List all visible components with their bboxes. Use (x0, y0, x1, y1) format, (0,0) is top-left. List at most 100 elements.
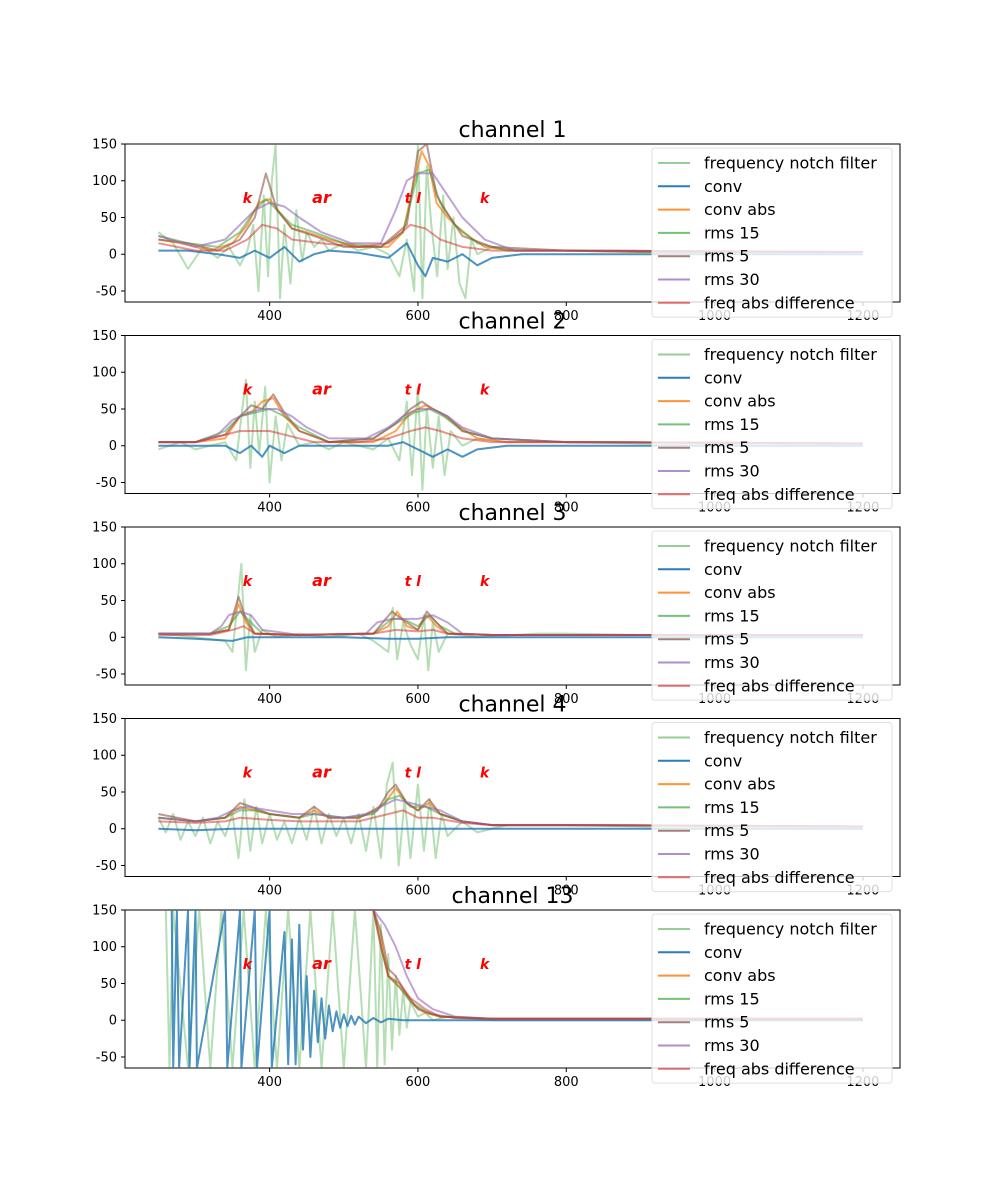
series-line-rms-30 (158, 610, 863, 636)
y-tick-label: 150 (92, 904, 117, 919)
series-line-frequency-notch-filter (164, 910, 863, 1068)
x-tick-label: 600 (406, 1075, 431, 1090)
legend-label: frequency notch filter (704, 728, 877, 747)
legend: frequency notch filter conv conv abs rms 15… (651, 147, 893, 318)
legend-label: conv abs (704, 583, 776, 602)
legend-label: rms 30 (704, 462, 760, 481)
y-tick-label: 0 (109, 439, 117, 454)
legend-label: conv abs (704, 200, 776, 219)
series-group (157, 761, 863, 867)
x-tick-label: 800 (554, 884, 579, 899)
legend-label: freq abs difference (704, 1059, 855, 1078)
legend-label: rms 5 (704, 630, 749, 649)
x-tick-label: 600 (406, 692, 431, 707)
legend-label: freq abs difference (704, 293, 855, 312)
legend-label: conv (704, 943, 742, 962)
series-line-conv (158, 441, 863, 458)
axes-frame (124, 718, 901, 877)
y-tick-label: 100 (92, 366, 117, 381)
legend-label: rms 5 (704, 821, 749, 840)
series-group (158, 562, 863, 672)
phoneme-label: k (480, 574, 491, 590)
series-line-rms-30 (158, 408, 863, 445)
y-tick-label: -50 (96, 284, 117, 299)
subplot-title: channel 2 (458, 310, 566, 335)
y-tick-label: 50 (100, 211, 117, 226)
axes-frame (124, 143, 901, 303)
subplot-title: channel 13 (451, 884, 573, 909)
axes-frame (124, 335, 901, 494)
legend-label: conv abs (704, 775, 776, 794)
phoneme-label: k (480, 382, 491, 398)
subplot-title: channel 1 (458, 118, 566, 143)
legend-label: rms 15 (704, 798, 760, 817)
y-tick-label: 0 (109, 631, 117, 646)
legend-label: frequency notch filter (704, 537, 877, 556)
x-tick-label: 800 (554, 309, 579, 324)
phoneme-label: ar (312, 379, 332, 398)
legend-label: frequency notch filter (704, 345, 877, 364)
series-line-conv (170, 910, 863, 1068)
series-line-rms-30 (158, 798, 863, 828)
legend-label: rms 5 (704, 438, 749, 457)
series-line-conv (158, 827, 863, 832)
legend-label: rms 15 (704, 606, 760, 625)
x-tick-label: 400 (257, 1075, 282, 1090)
x-tick-label: 600 (406, 309, 431, 324)
legend-label: rms 5 (704, 1013, 749, 1032)
series-line-freq-abs-difference (158, 223, 863, 253)
series-line-rms-5 (158, 783, 863, 828)
y-tick-label: 150 (92, 329, 117, 344)
x-tick-label: 800 (554, 692, 579, 707)
legend: frequency notch filter conv conv abs rms 15… (651, 722, 893, 893)
series-group (157, 144, 863, 300)
x-tick-label: 800 (554, 1075, 579, 1090)
legend-label: rms 5 (704, 247, 749, 266)
subplot-title: channel 3 (458, 501, 566, 526)
axes-frame (124, 909, 901, 1069)
legend-box (651, 147, 893, 318)
x-tick-label: 800 (554, 501, 579, 516)
legend-label: conv (704, 751, 742, 770)
x-tick-label: 400 (257, 692, 282, 707)
x-tick-label: 600 (406, 501, 431, 516)
legend-label: rms 30 (704, 270, 760, 289)
legend-box (651, 722, 893, 893)
legend-label: rms 15 (704, 989, 760, 1008)
legend-label: freq abs difference (704, 485, 855, 504)
y-tick-label: 50 (100, 977, 117, 992)
series-line-conv (158, 242, 863, 278)
y-tick-label: 150 (92, 712, 117, 727)
y-tick-label: -50 (96, 667, 117, 682)
y-tick-label: -50 (96, 476, 117, 491)
phoneme-label: ar (312, 762, 332, 781)
legend-label: frequency notch filter (704, 154, 877, 173)
axes-frame (124, 526, 901, 686)
series-line-freq-abs-difference (158, 809, 863, 828)
x-tick-label: 600 (406, 884, 431, 899)
y-tick-label: 100 (92, 749, 117, 764)
legend-label: conv (704, 560, 742, 579)
y-tick-label: 150 (92, 138, 117, 153)
y-tick-label: 150 (92, 521, 117, 536)
legend-label: rms 30 (704, 653, 760, 672)
y-tick-label: 50 (100, 402, 117, 417)
legend-label: conv abs (704, 966, 776, 985)
legend-label: conv (704, 368, 742, 387)
series-line-conv (158, 636, 863, 642)
x-tick-label: 400 (257, 501, 282, 516)
x-tick-label: 400 (257, 309, 282, 324)
y-tick-label: 100 (92, 940, 117, 955)
legend: frequency notch filter conv conv abs rms 15… (651, 913, 893, 1084)
phoneme-label: k (243, 574, 254, 590)
series-line-freq-abs-difference (372, 910, 863, 1020)
legend: frequency notch filter conv conv abs rms 15… (651, 530, 893, 701)
y-tick-label: 0 (109, 822, 117, 837)
